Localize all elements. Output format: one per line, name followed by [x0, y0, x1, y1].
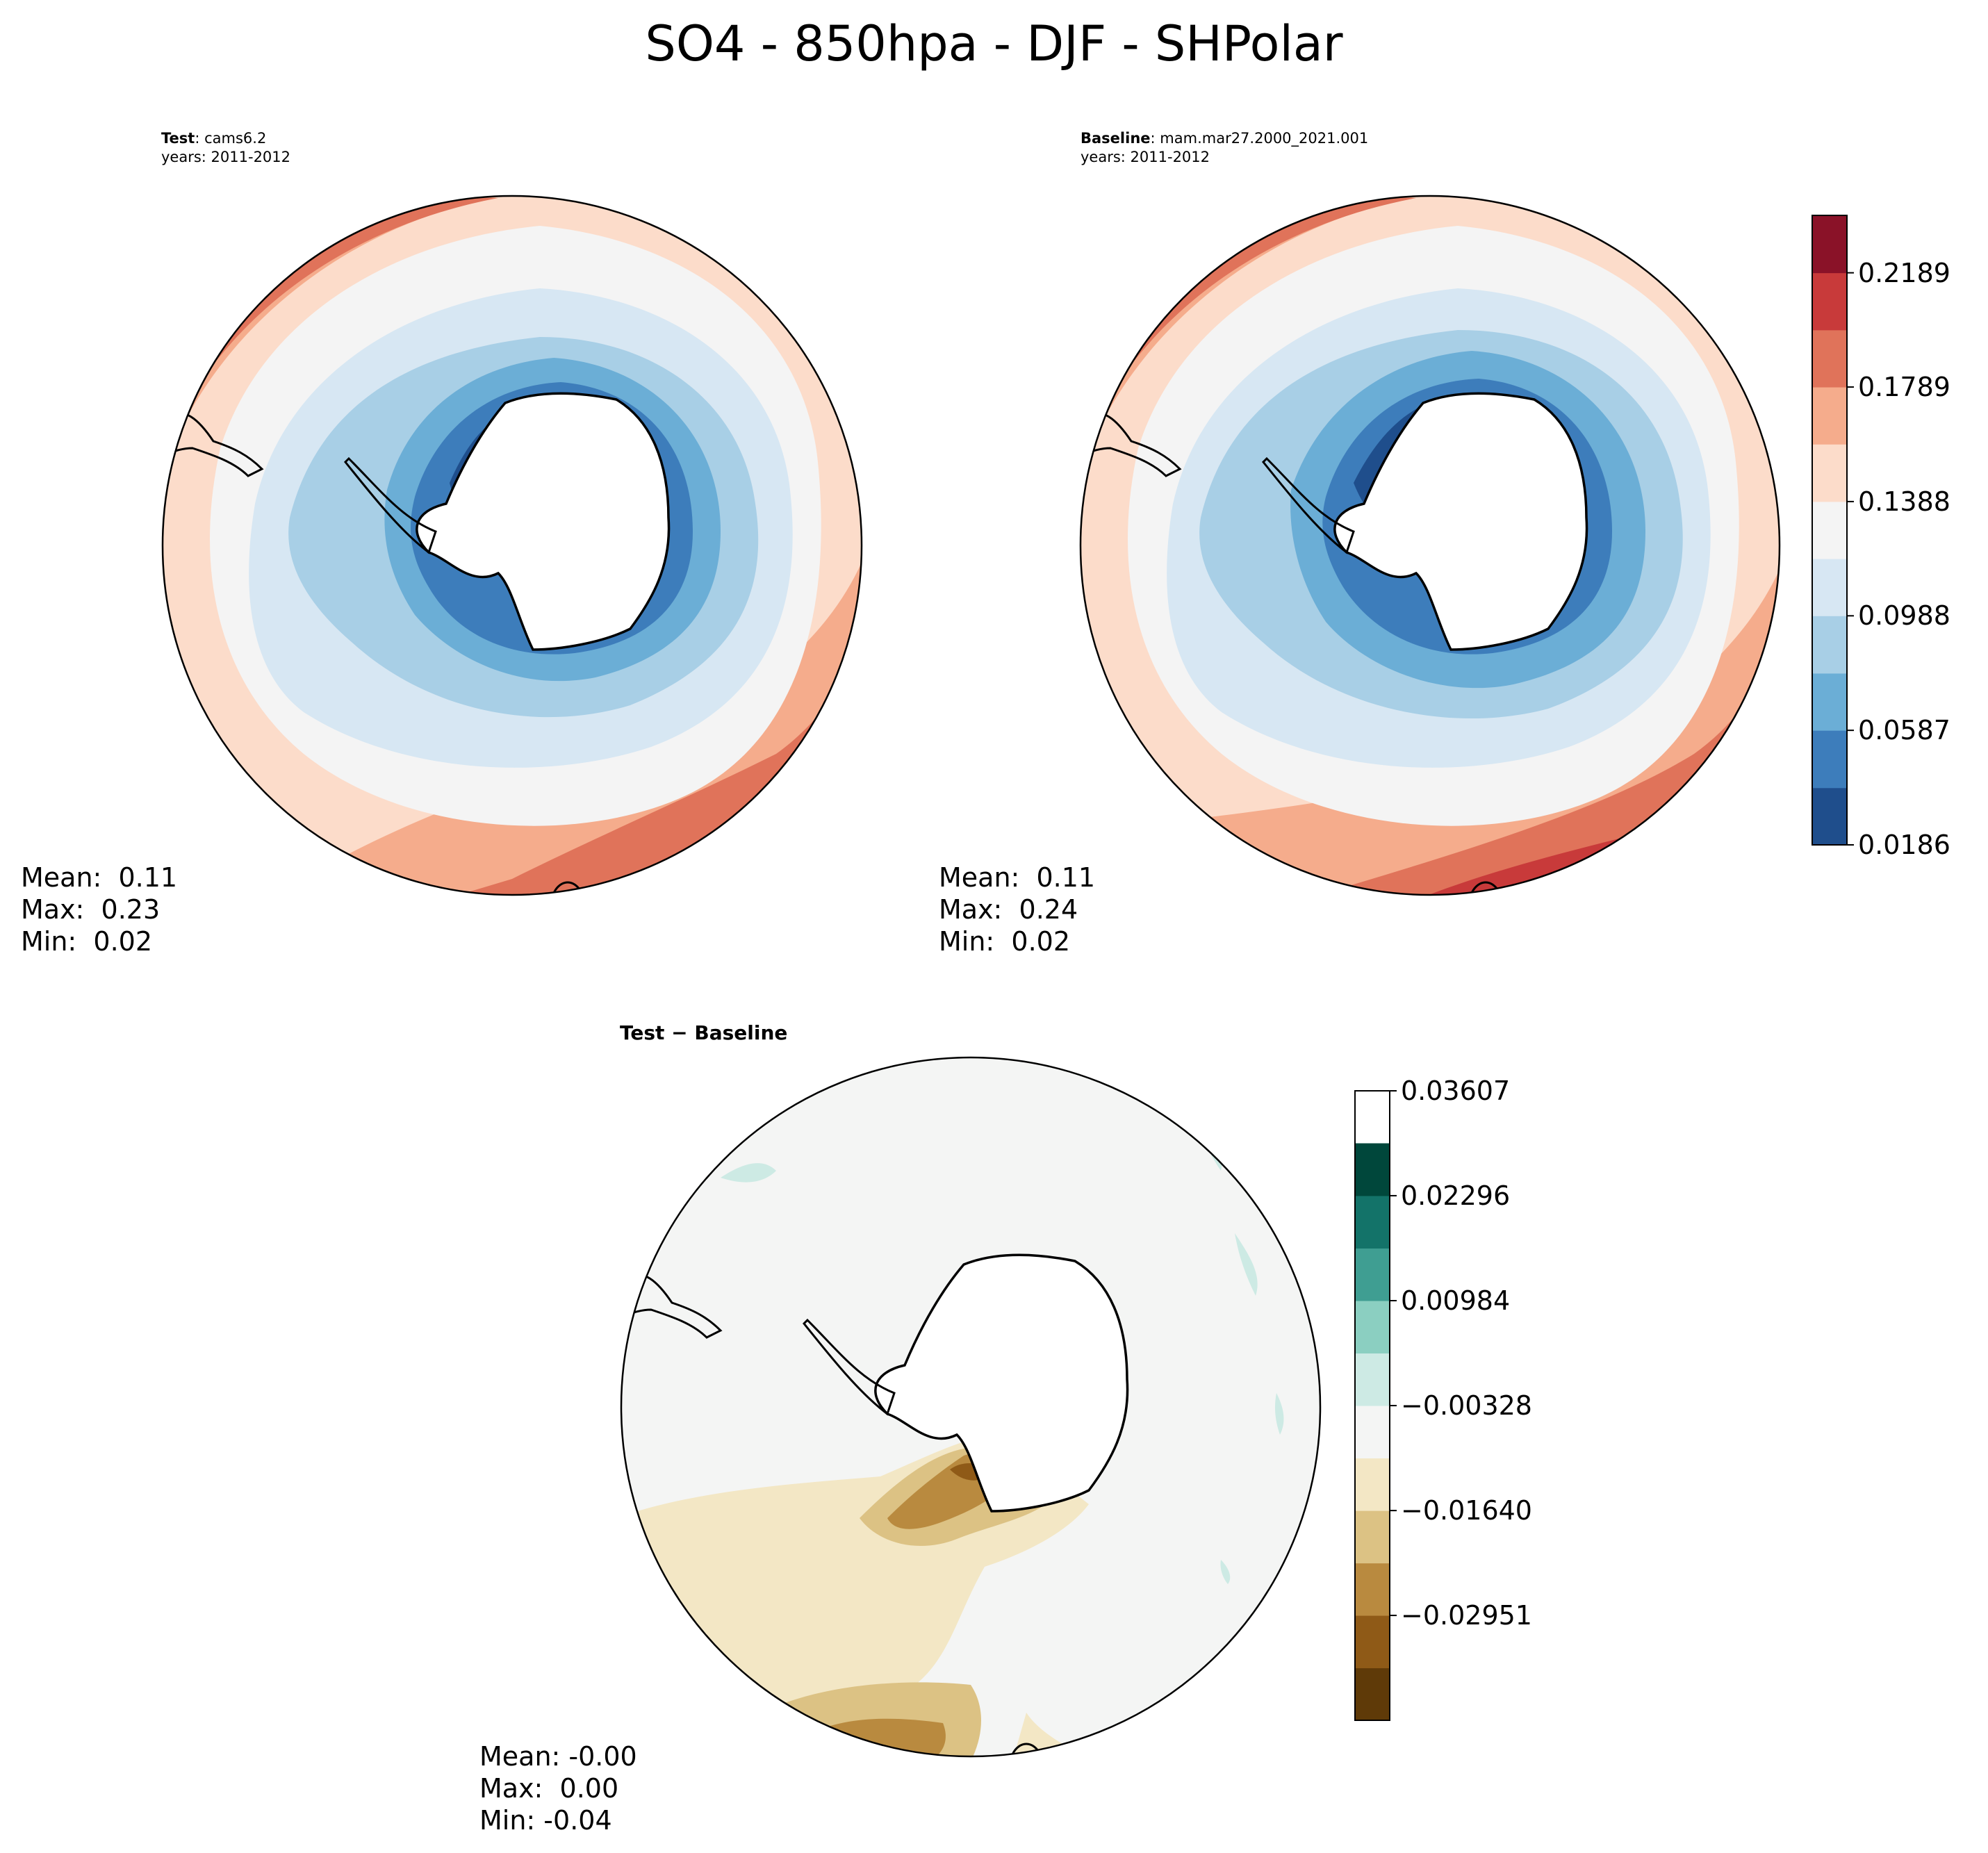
test-baseline-colorbar-segment	[1812, 616, 1847, 674]
diff-max: Max: 0.00	[479, 1773, 619, 1804]
diff-colorbar-segment	[1355, 1458, 1390, 1511]
test-max: Max: 0.23	[21, 894, 161, 925]
test-baseline-colorbar-segment	[1812, 272, 1847, 331]
test-label: Test	[161, 130, 195, 147]
test-baseline-colorbar-tick-label: 0.0587	[1858, 715, 1950, 746]
baseline-mean: Mean: 0.11	[939, 862, 1096, 893]
test-polar-map	[161, 195, 863, 896]
test-baseline-colorbar	[1812, 215, 1854, 846]
diff-colorbar	[1354, 1090, 1397, 1721]
diff-colorbar-segment	[1355, 1248, 1390, 1301]
diff-colorbar-segment	[1355, 1143, 1390, 1196]
baseline-panel-title: Baseline: mam.mar27.2000_2021.001 years:…	[1081, 130, 1369, 165]
diff-colorbar-segment	[1355, 1667, 1390, 1721]
diff-colorbar-tick-label: 0.02296	[1401, 1180, 1511, 1211]
diff-colorbar-segment	[1355, 1301, 1390, 1354]
baseline-max: Max: 0.24	[939, 894, 1078, 925]
test-baseline-colorbar-frame	[1812, 215, 1848, 846]
test-baseline-colorbar-segment	[1812, 215, 1847, 274]
diff-mean: Mean: -0.00	[479, 1741, 637, 1772]
test-baseline-colorbar-tick-label: 0.2189	[1858, 257, 1950, 288]
diff-colorbar-segment	[1355, 1353, 1390, 1406]
test-baseline-colorbar-segment	[1812, 787, 1847, 846]
test-baseline-colorbar-segment	[1812, 730, 1847, 789]
test-baseline-colorbar-segment	[1812, 501, 1847, 559]
test-baseline-colorbar-segment	[1812, 673, 1847, 731]
diff-colorbar-tick-label: −0.01640	[1401, 1495, 1532, 1526]
diff-colorbar-tick-label: −0.02951	[1401, 1600, 1532, 1631]
test-baseline-colorbar-tick-label: 0.1789	[1858, 372, 1950, 403]
test-mean: Mean: 0.11	[21, 862, 178, 893]
diff-colorbar-tick-label: −0.00328	[1401, 1390, 1532, 1422]
baseline-polar-map	[1079, 195, 1781, 896]
baseline-min: Min: 0.02	[939, 926, 1070, 957]
diff-colorbar-segment	[1355, 1195, 1390, 1249]
test-baseline-colorbar-segment	[1812, 444, 1847, 502]
diff-stats: Mean: -0.00 Max: 0.00 Min: -0.04	[479, 1740, 637, 1836]
baseline-stats: Mean: 0.11 Max: 0.24 Min: 0.02	[939, 862, 1095, 957]
test-baseline-colorbar-tick-label: 0.0186	[1858, 830, 1950, 860]
test-baseline-colorbar-tick-label: 0.1388	[1858, 486, 1950, 517]
diff-colorbar-segment	[1355, 1615, 1390, 1669]
figure-title: SO4 - 850hpa - DJF - SHPolar	[645, 15, 1343, 72]
test-baseline-colorbar-segment	[1812, 559, 1847, 616]
diff-colorbar-tick-label: 0.03607	[1401, 1076, 1511, 1106]
test-min: Min: 0.02	[21, 926, 152, 957]
diff-panel-title: Test − Baseline	[620, 1021, 788, 1044]
baseline-label: Baseline	[1081, 130, 1151, 147]
test-baseline-colorbar-tick-label: 0.0988	[1858, 600, 1950, 632]
test-years: years: 2011-2012	[161, 149, 291, 165]
diff-colorbar-segment	[1355, 1563, 1390, 1616]
diff-colorbar-tick-label: 0.00984	[1401, 1285, 1511, 1316]
test-stats: Mean: 0.11 Max: 0.23 Min: 0.02	[21, 862, 177, 957]
test-baseline-colorbar-segment	[1812, 329, 1847, 388]
diff-polar-map	[620, 1056, 1322, 1758]
diff-min: Min: -0.04	[479, 1805, 612, 1836]
diff-colorbar-segment	[1355, 1510, 1390, 1564]
test-panel-title: Test: cams6.2 years: 2011-2012	[161, 130, 291, 165]
baseline-years: years: 2011-2012	[1081, 149, 1210, 165]
baseline-name: mam.mar27.2000_2021.001	[1160, 130, 1369, 147]
test-name: cams6.2	[204, 130, 267, 147]
diff-colorbar-segment	[1355, 1406, 1390, 1459]
test-baseline-colorbar-segment	[1812, 387, 1847, 445]
